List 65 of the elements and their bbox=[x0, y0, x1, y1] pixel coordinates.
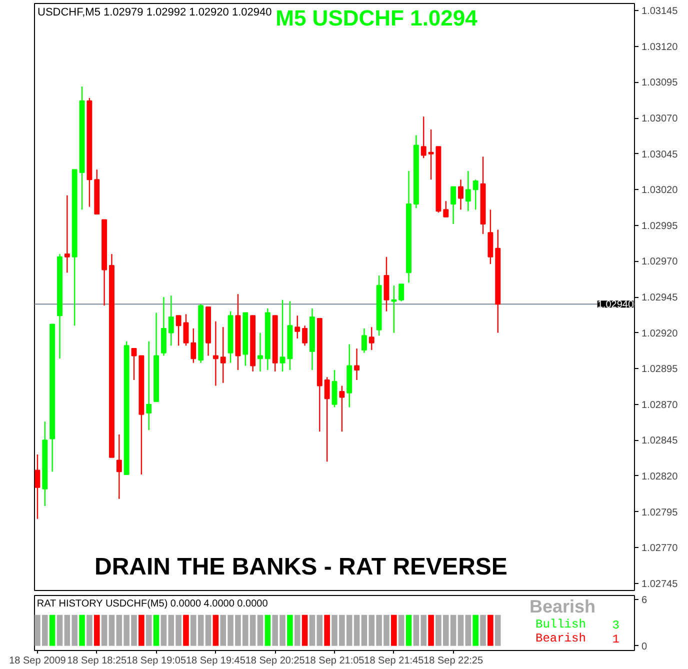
y-tick-label: 1.02920 bbox=[642, 328, 678, 340]
candlestick bbox=[443, 200, 449, 218]
y-tick-label: 1.02770 bbox=[642, 543, 678, 554]
y-tick-label: 1.02995 bbox=[642, 220, 678, 232]
y-tick-label: 1.02845 bbox=[642, 436, 678, 447]
candlestick bbox=[190, 328, 196, 364]
y-tick-label: 1.02745 bbox=[642, 578, 678, 590]
y-tick-label: 6 bbox=[642, 594, 648, 606]
annotation: 3 bbox=[612, 618, 620, 633]
x-tick-label: 18 Sep 22:25 bbox=[424, 656, 484, 666]
candlestick bbox=[339, 385, 345, 432]
y-tick-label: 1.02820 bbox=[642, 471, 678, 482]
y-tick-label: 1.03145 bbox=[642, 6, 678, 18]
y-tick-label: 0 bbox=[642, 641, 648, 652]
annotation: Bearish bbox=[536, 631, 586, 646]
candlestick bbox=[168, 294, 174, 346]
candlestick bbox=[361, 328, 367, 354]
candlestick bbox=[398, 284, 404, 302]
candlestick bbox=[212, 320, 218, 386]
candlestick bbox=[258, 332, 263, 372]
y-tick-label: 1.02945 bbox=[642, 292, 678, 304]
candlestick bbox=[450, 186, 456, 225]
candlestick bbox=[176, 315, 182, 346]
candlestick bbox=[458, 179, 464, 210]
annotation: Bullish bbox=[536, 618, 586, 632]
y-tick-label: 1.02795 bbox=[642, 507, 678, 518]
candlestick bbox=[324, 376, 330, 462]
x-tick-label: 18 Sep 19:05 bbox=[126, 656, 186, 666]
y-tick-label: 1.02970 bbox=[642, 256, 678, 268]
chart-title: M5 USDCHF 1.0294 bbox=[276, 6, 478, 30]
annotation: DRAIN THE BANKS - RAT REVERSE bbox=[94, 554, 508, 580]
candlestick bbox=[391, 284, 397, 334]
candlestick bbox=[183, 314, 189, 346]
y-tick-label: 1.02895 bbox=[642, 364, 678, 376]
candlestick bbox=[64, 194, 70, 274]
y-tick-label: 1.02870 bbox=[642, 400, 678, 411]
candlestick bbox=[146, 340, 152, 431]
x-tick-label: 18 Sep 19:45 bbox=[186, 656, 246, 666]
x-tick-label: 18 Sep 21:05 bbox=[304, 656, 365, 666]
candlestick bbox=[294, 315, 300, 340]
annotation: USDCHF,M5 1.02979 1.02992 1.02920 1.02940 bbox=[38, 6, 272, 18]
candlestick bbox=[472, 179, 478, 210]
candlestick bbox=[465, 170, 471, 212]
candlestick bbox=[280, 299, 286, 372]
x-tick-label: 18 Sep 20:25 bbox=[245, 656, 306, 666]
y-tick-label: 1.03045 bbox=[642, 149, 678, 160]
x-tick-label: 18 Sep 18:25 bbox=[67, 656, 128, 666]
y-tick-label: 1.03020 bbox=[642, 185, 678, 196]
x-tick-label: 18 Sep 2009 bbox=[9, 656, 66, 666]
annotation: Bearish bbox=[529, 596, 596, 616]
candlestick bbox=[354, 348, 360, 381]
x-tick-label: 18 Sep 21:45 bbox=[364, 656, 424, 666]
candlestick bbox=[220, 326, 226, 384]
annotation: 1 bbox=[612, 632, 620, 646]
y-tick-label: 1.03070 bbox=[642, 114, 678, 125]
candlestick bbox=[368, 326, 374, 351]
candlestick bbox=[131, 348, 137, 381]
candlestick bbox=[34, 454, 40, 520]
candlestick bbox=[302, 325, 308, 346]
y-tick-label: 1.03095 bbox=[642, 78, 678, 89]
chart-title: RAT HISTORY USDCHF(M5) 0.0000 4.0000 0.0000 bbox=[36, 598, 268, 610]
candlestick bbox=[332, 369, 338, 408]
candlestick bbox=[420, 116, 426, 159]
candlestick bbox=[116, 434, 122, 500]
y-tick-label: 1.03120 bbox=[642, 42, 678, 53]
